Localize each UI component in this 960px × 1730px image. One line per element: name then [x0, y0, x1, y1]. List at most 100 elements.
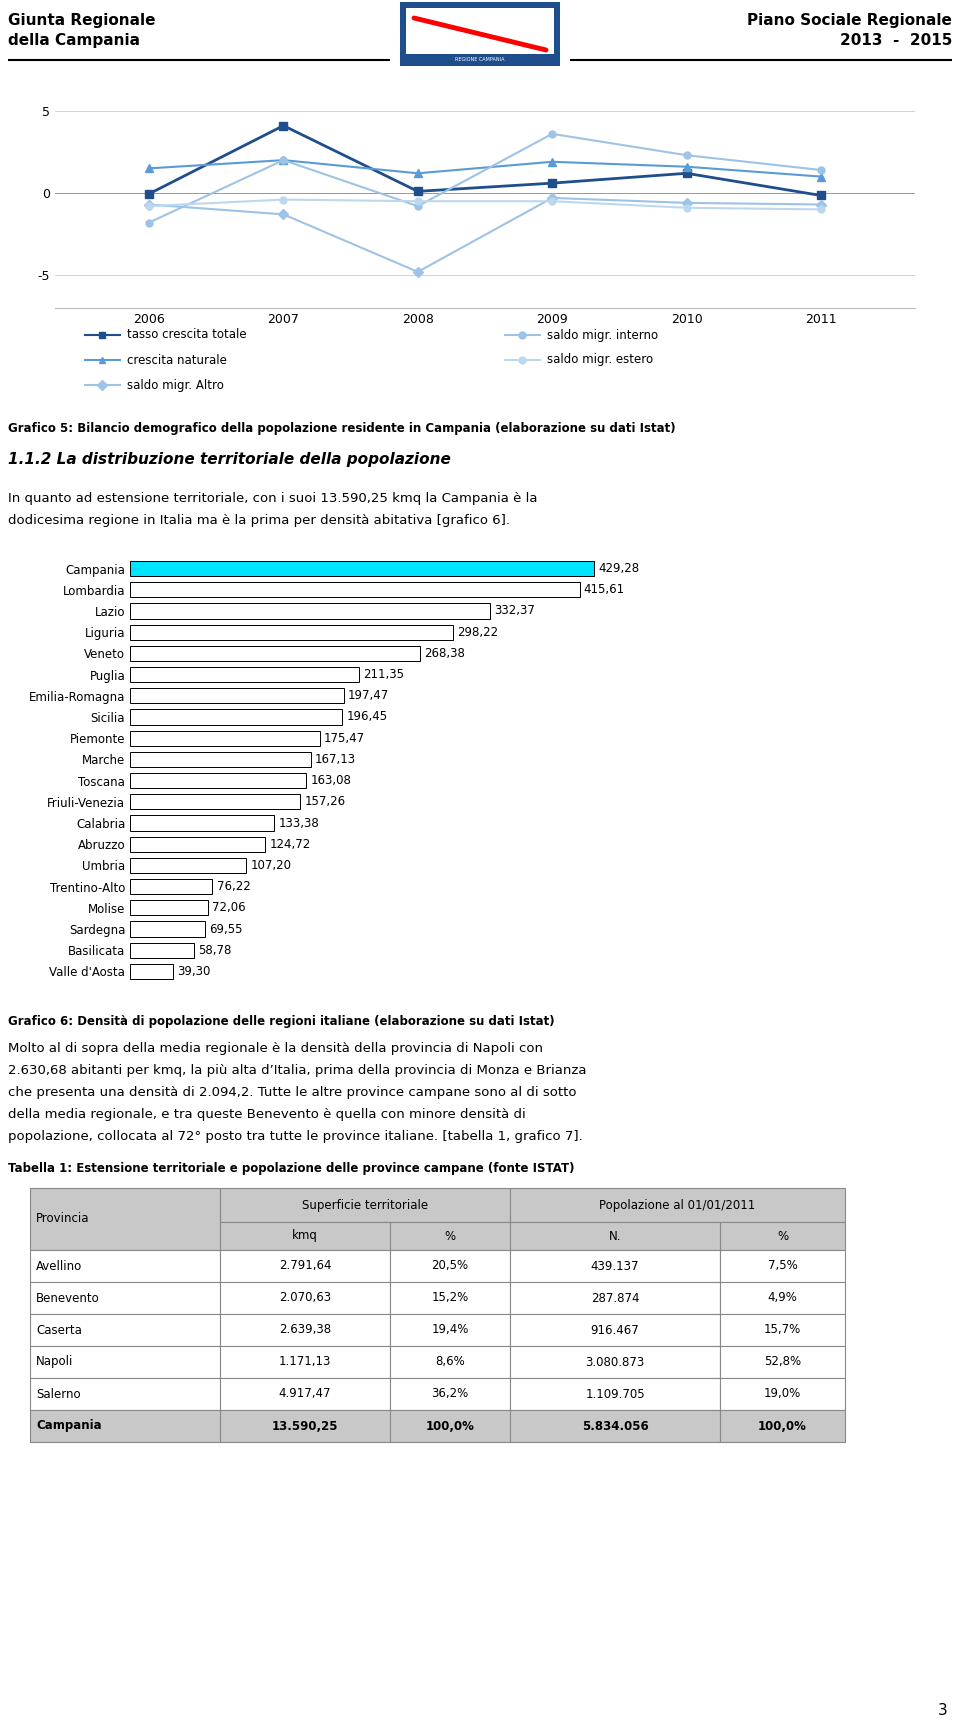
- Text: Provincia: Provincia: [36, 1213, 89, 1225]
- Text: saldo migr. Altro: saldo migr. Altro: [127, 379, 224, 391]
- Bar: [130, 773, 306, 789]
- Bar: [130, 900, 208, 915]
- tasso crescita totale: [412, 182, 423, 202]
- Text: Benevento: Benevento: [36, 1292, 100, 1304]
- Text: 2013  -  2015: 2013 - 2015: [840, 33, 952, 48]
- Text: 20,5%: 20,5%: [431, 1259, 468, 1273]
- Text: 332,37: 332,37: [493, 604, 535, 618]
- saldo migr. interno: [143, 213, 155, 234]
- Bar: [130, 604, 490, 619]
- Text: In quanto ad estensione territoriale, con i suoi 13.590,25 kmq la Campania è la: In quanto ad estensione territoriale, co…: [8, 491, 538, 505]
- tasso crescita totale: [681, 163, 692, 183]
- Text: Tabella 1: Estensione territoriale e popolazione delle province campane (fonte I: Tabella 1: Estensione territoriale e pop…: [8, 1163, 574, 1175]
- crescita naturale: [277, 151, 289, 171]
- crescita naturale: [412, 163, 423, 183]
- tasso crescita totale: [143, 183, 155, 204]
- Text: 287.874: 287.874: [590, 1292, 639, 1304]
- saldo migr. Altro: [815, 194, 827, 215]
- crescita naturale: [681, 156, 692, 176]
- Text: 916.467: 916.467: [590, 1323, 639, 1337]
- Text: 211,35: 211,35: [363, 668, 404, 682]
- Text: 4,9%: 4,9%: [768, 1292, 798, 1304]
- Text: 3: 3: [938, 1702, 948, 1718]
- Bar: [130, 879, 212, 894]
- Text: saldo migr. estero: saldo migr. estero: [547, 353, 653, 367]
- Bar: [130, 837, 265, 851]
- Text: 157,26: 157,26: [304, 796, 346, 808]
- Text: Molto al di sopra della media regionale è la densità della provincia di Napoli c: Molto al di sopra della media regionale …: [8, 1041, 543, 1055]
- Bar: [130, 668, 359, 682]
- saldo migr. interno: [681, 145, 692, 166]
- Text: 1.109.705: 1.109.705: [586, 1387, 645, 1401]
- Text: 69,55: 69,55: [209, 922, 243, 936]
- Text: 52,8%: 52,8%: [764, 1356, 801, 1368]
- Line: saldo migr. interno: saldo migr. interno: [146, 130, 825, 227]
- crescita naturale: [143, 157, 155, 178]
- Text: 7,5%: 7,5%: [768, 1259, 798, 1273]
- Text: tasso crescita totale: tasso crescita totale: [127, 329, 247, 341]
- Bar: [130, 964, 173, 979]
- Text: 2.630,68 abitanti per kmq, la più alta d’Italia, prima della provincia di Monza : 2.630,68 abitanti per kmq, la più alta d…: [8, 1064, 587, 1078]
- Text: 58,78: 58,78: [198, 945, 231, 957]
- Bar: [130, 794, 300, 810]
- Text: 39,30: 39,30: [177, 965, 210, 977]
- Text: Superficie territoriale: Superficie territoriale: [302, 1199, 428, 1211]
- Text: 36,2%: 36,2%: [431, 1387, 468, 1401]
- Text: 8,6%: 8,6%: [435, 1356, 465, 1368]
- Text: 76,22: 76,22: [217, 881, 251, 893]
- saldo migr. Altro: [412, 261, 423, 282]
- Text: REGIONE CAMPANIA: REGIONE CAMPANIA: [455, 57, 505, 62]
- Text: Campania: Campania: [36, 1420, 102, 1432]
- Text: 197,47: 197,47: [348, 689, 389, 702]
- saldo migr. Altro: [546, 187, 558, 208]
- Text: kmq: kmq: [292, 1230, 318, 1242]
- Text: 1.171,13: 1.171,13: [278, 1356, 331, 1368]
- Text: 175,47: 175,47: [324, 732, 365, 744]
- Bar: [400, 2, 560, 66]
- Bar: [130, 625, 452, 640]
- Text: Napoli: Napoli: [36, 1356, 73, 1368]
- Text: 2.639,38: 2.639,38: [279, 1323, 331, 1337]
- Bar: [130, 581, 580, 597]
- Bar: [130, 858, 246, 874]
- Bar: [130, 753, 311, 766]
- Text: Avellino: Avellino: [36, 1259, 83, 1273]
- Text: 298,22: 298,22: [457, 626, 498, 638]
- Bar: [406, 9, 554, 54]
- saldo migr. Altro: [277, 204, 289, 225]
- saldo migr. interno: [412, 195, 423, 216]
- Bar: [130, 922, 205, 936]
- tasso crescita totale: [546, 173, 558, 194]
- Text: 415,61: 415,61: [584, 583, 625, 597]
- Text: 268,38: 268,38: [424, 647, 466, 659]
- saldo migr. estero: [412, 190, 423, 211]
- Text: 439.137: 439.137: [590, 1259, 639, 1273]
- saldo migr. interno: [815, 159, 827, 180]
- saldo migr. interno: [546, 123, 558, 144]
- Text: 4.917,47: 4.917,47: [278, 1387, 331, 1401]
- Text: 196,45: 196,45: [347, 711, 388, 723]
- saldo migr. estero: [546, 190, 558, 211]
- crescita naturale: [546, 152, 558, 173]
- Text: 133,38: 133,38: [278, 817, 320, 829]
- Text: 100,0%: 100,0%: [425, 1420, 474, 1432]
- Text: 100,0%: 100,0%: [758, 1420, 807, 1432]
- Text: 2.791,64: 2.791,64: [278, 1259, 331, 1273]
- Text: 19,0%: 19,0%: [764, 1387, 802, 1401]
- Text: che presenta una densità di 2.094,2. Tutte le altre province campane sono al di : che presenta una densità di 2.094,2. Tut…: [8, 1086, 577, 1099]
- Text: 167,13: 167,13: [315, 753, 356, 766]
- Text: N.: N.: [609, 1230, 621, 1242]
- Text: Grafico 6: Densità di popolazione delle regioni italiane (elaborazione su dati I: Grafico 6: Densità di popolazione delle …: [8, 1016, 555, 1028]
- saldo migr. Altro: [143, 194, 155, 215]
- Text: Piano Sociale Regionale: Piano Sociale Regionale: [747, 14, 952, 28]
- Text: 15,7%: 15,7%: [764, 1323, 802, 1337]
- saldo migr. Altro: [681, 192, 692, 213]
- Bar: [130, 709, 343, 725]
- Text: Grafico 5: Bilancio demografico della popolazione residente in Campania (elabora: Grafico 5: Bilancio demografico della po…: [8, 422, 676, 434]
- tasso crescita totale: [277, 116, 289, 137]
- Text: 429,28: 429,28: [599, 562, 639, 574]
- saldo migr. estero: [143, 195, 155, 216]
- Bar: [130, 815, 275, 830]
- Line: saldo migr. Altro: saldo migr. Altro: [146, 194, 825, 275]
- Text: Popolazione al 01/01/2011: Popolazione al 01/01/2011: [599, 1199, 756, 1211]
